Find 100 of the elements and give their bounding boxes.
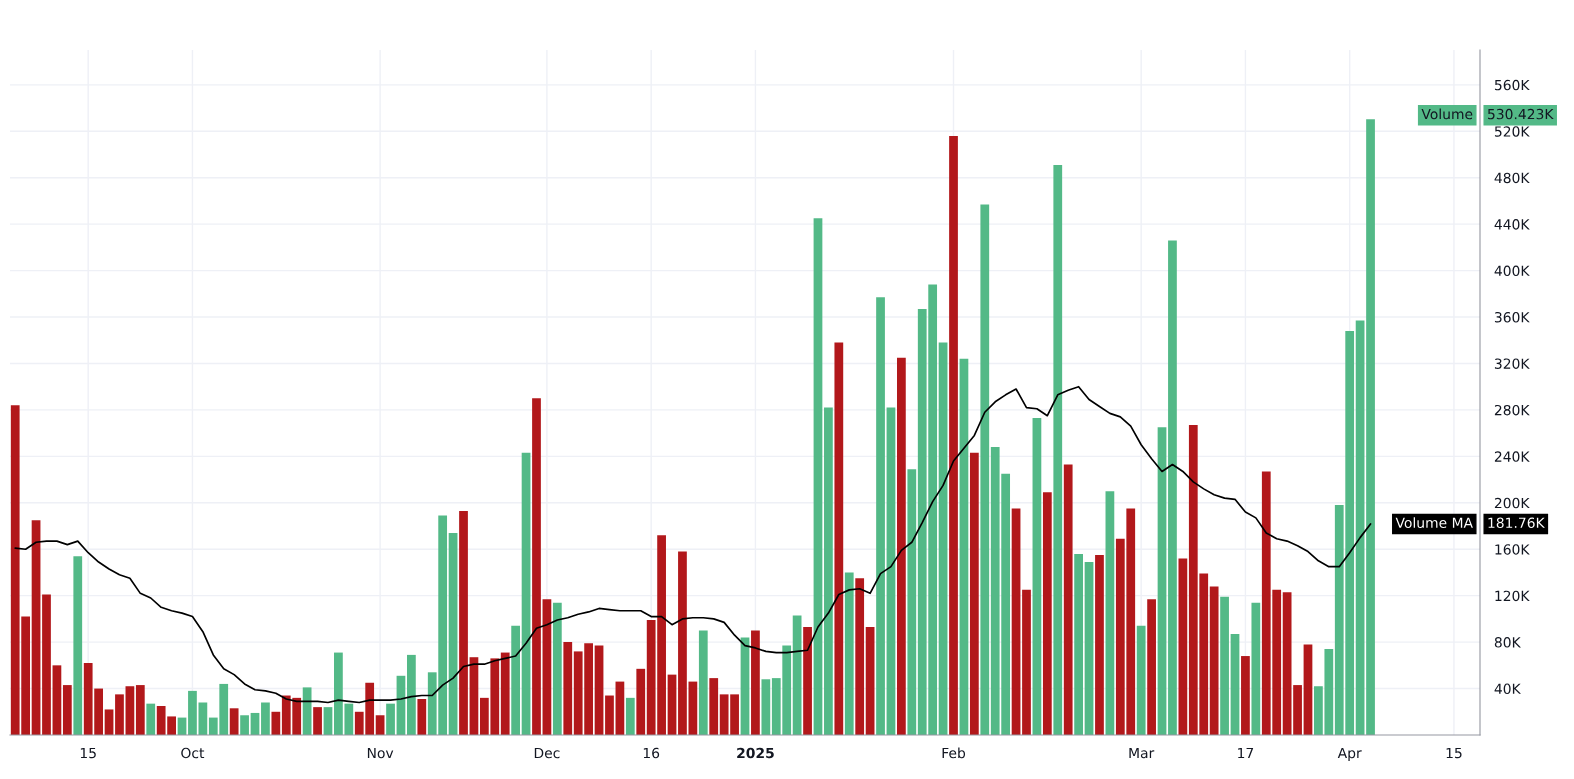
bar (1032, 418, 1042, 735)
bar (115, 694, 124, 735)
bar (1220, 596, 1229, 735)
x-tick-label: Nov (367, 747, 394, 759)
x-tick-label: Oct (181, 747, 205, 759)
bar (552, 602, 562, 735)
text: 181.76K (1488, 517, 1545, 528)
bar (1042, 492, 1052, 735)
bar (532, 398, 541, 735)
bar (511, 625, 521, 735)
y-tick-label: 120K (1495, 590, 1530, 602)
bar (521, 452, 531, 735)
bar (834, 342, 844, 735)
y-tick-label: 240K (1494, 451, 1530, 462)
bar (1366, 119, 1375, 735)
bar (897, 357, 906, 735)
bar (135, 685, 145, 735)
y-tick-label: 320K (1494, 358, 1530, 369)
text: Volume (1421, 108, 1473, 120)
bar (261, 702, 270, 735)
x-tick-label: 2025 (737, 747, 774, 759)
bar (125, 686, 135, 735)
y-tick-label: 480K (1494, 172, 1530, 184)
bar (448, 532, 458, 735)
y-tick-label: 200K (1494, 497, 1530, 509)
bar (844, 572, 854, 735)
bar (1074, 553, 1083, 735)
bar (240, 715, 249, 735)
bar (542, 599, 552, 735)
bar (949, 135, 958, 735)
bar (52, 665, 62, 735)
x-tick-label: 15 (1446, 747, 1462, 759)
bar (500, 652, 510, 735)
bar (1178, 558, 1188, 735)
y-tick-label: 160K (1495, 544, 1530, 555)
y-tick-label: 560K (1494, 79, 1530, 91)
x-tick-label: 16 (643, 747, 660, 759)
x-tick-label: Feb (942, 747, 966, 759)
bar (865, 627, 875, 735)
bar (1303, 644, 1313, 735)
bar (73, 556, 83, 735)
x-tick-label: Apr (1337, 747, 1362, 761)
bar (824, 407, 833, 735)
bar (42, 594, 51, 735)
bar (1241, 656, 1250, 735)
bar (969, 452, 979, 735)
bar (761, 679, 771, 735)
bar (1251, 602, 1261, 735)
bar (886, 407, 896, 735)
bar (1355, 320, 1365, 735)
bar (698, 630, 708, 735)
bar (146, 703, 156, 735)
y-tick-label: 280K (1494, 404, 1530, 416)
y-tick-label: 520K (1494, 126, 1530, 137)
bar (751, 630, 760, 735)
bar (1136, 625, 1146, 735)
bar (1022, 589, 1031, 735)
bar (959, 358, 969, 735)
bar (1063, 464, 1073, 735)
bar (594, 645, 604, 735)
bar (459, 510, 468, 735)
bar (31, 520, 41, 735)
bar (229, 708, 239, 735)
bar (302, 687, 312, 735)
bar (1095, 555, 1104, 735)
bar (938, 342, 948, 735)
bar (313, 707, 322, 735)
y-tick-label: 80K (1494, 637, 1521, 648)
y-tick-label: 40K (1494, 683, 1521, 695)
bar (1053, 164, 1063, 735)
bar (709, 678, 719, 735)
line-series (14, 385, 1372, 704)
x-tick-label: Mar (1129, 747, 1155, 759)
bar (876, 297, 885, 735)
y-tick-label: 400K (1494, 265, 1530, 277)
bar (1105, 491, 1115, 735)
bar (417, 699, 427, 735)
bar (803, 627, 812, 735)
bar (62, 685, 72, 735)
bar (813, 218, 823, 735)
bar (1011, 508, 1021, 735)
x-tick-label: 15 (80, 747, 96, 759)
text: 530.423K (1488, 108, 1554, 120)
bar (792, 615, 802, 735)
legend-label: Volume MA (1395, 517, 1473, 528)
bar (563, 642, 573, 735)
bar (625, 697, 635, 735)
bar (980, 204, 990, 735)
bar (855, 578, 865, 735)
bar (636, 668, 646, 735)
bar (1168, 240, 1177, 735)
y-tick-label: 360K (1494, 312, 1530, 323)
bar (1209, 586, 1219, 735)
bar (1147, 599, 1156, 735)
x-tick-label: Dec (534, 747, 560, 759)
bar (407, 654, 416, 735)
bar (605, 695, 614, 735)
y-tick-label: 440K (1494, 219, 1530, 230)
bar (1084, 562, 1094, 735)
bar (907, 469, 917, 735)
